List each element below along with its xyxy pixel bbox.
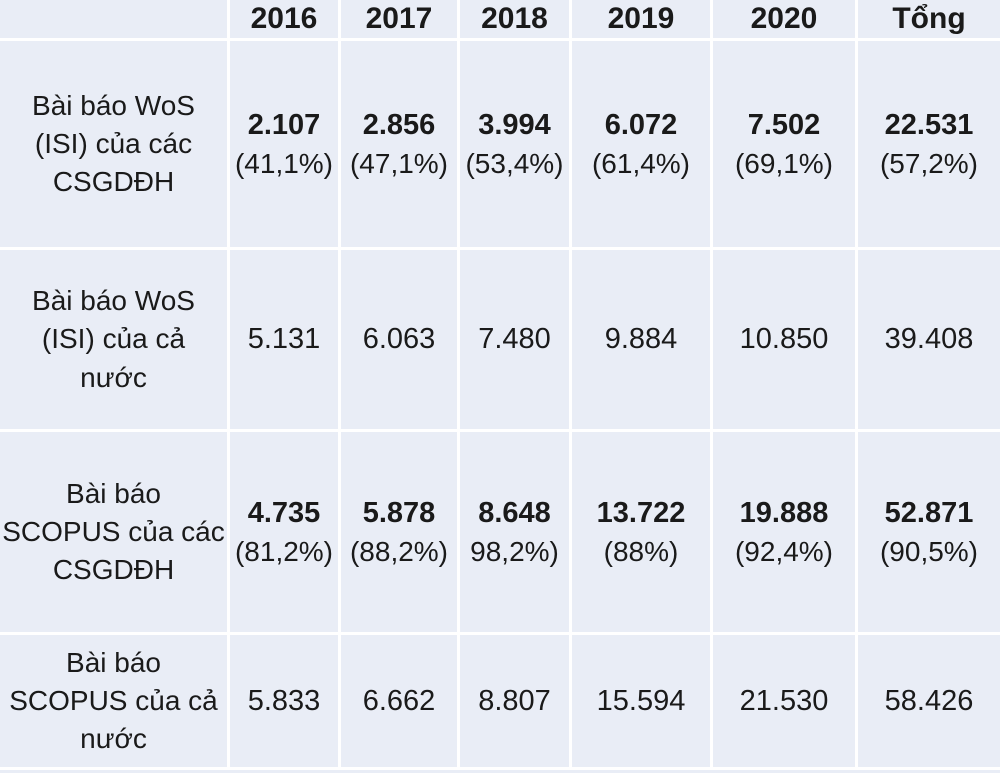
- cell-value: 2.856: [362, 108, 436, 141]
- col-header-2016: 2016: [230, 0, 338, 38]
- value-cell: 3.994 (53,4%): [460, 41, 569, 247]
- cell-percent: (53,4%): [465, 147, 564, 179]
- cell-value: 15.594: [596, 684, 686, 717]
- cell-value: 6.063: [362, 323, 436, 356]
- value-cell: 19.888 (92,4%): [713, 432, 855, 632]
- value-cell: 8.807: [460, 635, 569, 767]
- value-cell: 7.480: [460, 250, 569, 429]
- row-label-scopus-csgddh: Bài báo SCOPUS của các CSGDĐH: [0, 432, 227, 632]
- cell-value: 6.072: [604, 108, 678, 141]
- cell-value: 2.107: [247, 108, 321, 141]
- value-cell: 5.131: [230, 250, 338, 429]
- row-label-line: CSGDĐH: [52, 166, 175, 198]
- row-label-line: Bài báo: [66, 477, 161, 509]
- cell-percent: (61,4%): [591, 147, 691, 179]
- row-label-line: CSGDĐH: [52, 554, 175, 586]
- value-cell: 13.722 (88%): [572, 432, 710, 632]
- value-cell: 6.063: [341, 250, 457, 429]
- row-label-wos-country: Bài báo WoS (ISI) của cả nước: [0, 250, 227, 429]
- value-cell: 15.594: [572, 635, 710, 767]
- row-label-line: Bài báo: [66, 646, 161, 678]
- cell-percent: (41,1%): [234, 147, 334, 179]
- value-cell: 5.833: [230, 635, 338, 767]
- cell-value: 6.662: [362, 684, 436, 717]
- row-label-wos-csgddh: Bài báo WoS (ISI) của các CSGDĐH: [0, 41, 227, 247]
- cell-value: 7.502: [747, 108, 821, 141]
- cell-value: 10.850: [739, 323, 829, 356]
- value-cell: 6.662: [341, 635, 457, 767]
- cropped-row-sliver: [0, 770, 1000, 773]
- cell-value: 8.807: [478, 684, 551, 717]
- row-label-line: nước: [80, 723, 147, 755]
- cell-percent: (81,2%): [234, 535, 334, 567]
- col-header-empty: [0, 0, 227, 38]
- value-cell: 39.408: [858, 250, 1000, 429]
- col-header-2019: 2019: [572, 0, 710, 38]
- row-label-line: Bài báo WoS: [32, 89, 195, 121]
- cell-percent: (90,5%): [879, 535, 979, 567]
- value-cell: 5.878 (88,2%): [341, 432, 457, 632]
- cell-value: 5.878: [362, 496, 436, 529]
- cell-value: 5.833: [247, 684, 321, 717]
- cell-value: 5.131: [247, 323, 321, 356]
- cell-value: 7.480: [478, 323, 551, 356]
- cell-value: 3.994: [478, 108, 551, 141]
- cell-value: 13.722: [596, 496, 686, 529]
- value-cell: 10.850: [713, 250, 855, 429]
- row-label-line: SCOPUS của cả: [9, 684, 218, 716]
- cell-value: 52.871: [884, 496, 974, 529]
- value-cell: 9.884: [572, 250, 710, 429]
- cell-value: 9.884: [604, 323, 678, 356]
- value-cell: 2.856 (47,1%): [341, 41, 457, 247]
- col-header-2017: 2017: [341, 0, 457, 38]
- cell-value: 39.408: [884, 323, 974, 356]
- cell-percent: (88,2%): [349, 535, 449, 567]
- value-cell: 4.735 (81,2%): [230, 432, 338, 632]
- cell-value: 4.735: [247, 496, 321, 529]
- cell-value: 22.531: [884, 108, 974, 141]
- cell-percent: (88%): [603, 535, 679, 567]
- value-cell: 8.648 98,2%): [460, 432, 569, 632]
- cell-value: 19.888: [739, 496, 829, 529]
- value-cell: 52.871 (90,5%): [858, 432, 1000, 632]
- value-cell: 58.426: [858, 635, 1000, 767]
- cell-percent: (69,1%): [734, 147, 834, 179]
- col-header-2018: 2018: [460, 0, 569, 38]
- row-label-line: SCOPUS của các: [2, 515, 225, 547]
- cell-value: 21.530: [739, 684, 829, 717]
- cell-percent: (47,1%): [349, 147, 449, 179]
- cell-percent: (57,2%): [879, 147, 979, 179]
- row-label-line: (ISI) của các: [34, 127, 193, 159]
- cell-percent: 98,2%): [470, 535, 559, 567]
- cell-percent: (92,4%): [734, 535, 834, 567]
- row-label-line: nước: [80, 361, 147, 393]
- value-cell: 22.531 (57,2%): [858, 41, 1000, 247]
- row-label-line: Bài báo WoS: [32, 285, 195, 317]
- value-cell: 2.107 (41,1%): [230, 41, 338, 247]
- cell-value: 58.426: [884, 684, 974, 717]
- row-label-scopus-country: Bài báo SCOPUS của cả nước: [0, 635, 227, 767]
- value-cell: 21.530: [713, 635, 855, 767]
- value-cell: 6.072 (61,4%): [572, 41, 710, 247]
- col-header-2020: 2020: [713, 0, 855, 38]
- cell-value: 8.648: [478, 496, 551, 529]
- col-header-total: Tổng: [858, 0, 1000, 38]
- value-cell: 7.502 (69,1%): [713, 41, 855, 247]
- row-label-line: (ISI) của cả: [41, 323, 186, 355]
